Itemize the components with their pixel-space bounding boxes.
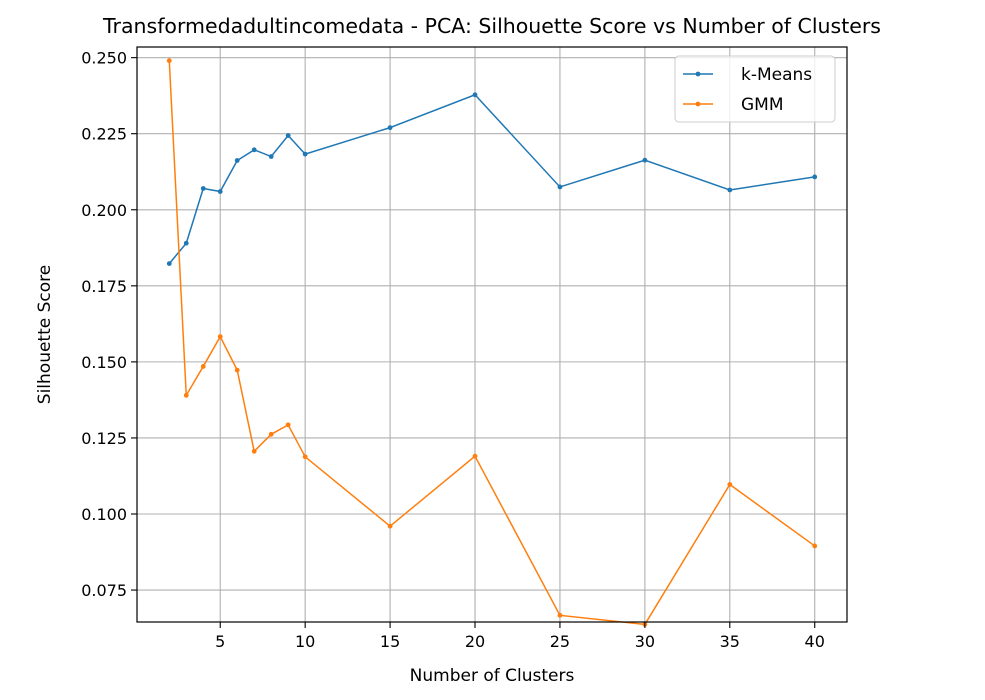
- k-means-data-point: [285, 133, 291, 138]
- gmm-data-point: [727, 482, 733, 487]
- y-tick-label: 0.225: [81, 125, 127, 144]
- k-means-data-point: [166, 261, 172, 267]
- gmm-data-point: [387, 523, 393, 529]
- k-means-data-point: [557, 184, 563, 190]
- x-tick-label: 5: [215, 632, 225, 651]
- k-means-data-point: [183, 240, 189, 246]
- y-tick-label: 0.100: [81, 505, 127, 524]
- x-tick-label: 30: [635, 632, 655, 651]
- x-tick-label: 25: [550, 632, 570, 651]
- k-means-data-point: [251, 147, 257, 153]
- x-tick-label: 20: [465, 632, 485, 651]
- y-tick-label: 0.075: [81, 581, 127, 600]
- series-layer: [166, 58, 818, 627]
- legend: k-Means GMM: [674, 55, 836, 123]
- x-axis-title: Number of Clusters: [410, 666, 575, 686]
- y-tick-label: 0.125: [81, 429, 127, 448]
- legend-marker-gmm: [695, 101, 701, 107]
- gmm-data-point: [268, 431, 274, 437]
- gmm-data-point: [472, 453, 478, 459]
- x-tick-label: 40: [805, 632, 825, 651]
- gmm-data-point: [217, 334, 223, 340]
- gmm-data-point: [200, 364, 206, 369]
- x-tick-label: 15: [380, 632, 400, 651]
- k-means-data-point: [302, 151, 308, 157]
- grid-layer: [137, 47, 847, 622]
- y-tick-label: 0.250: [81, 49, 127, 68]
- gmm-data-point: [234, 367, 240, 373]
- y-tick-label: 0.150: [81, 353, 127, 372]
- gmm-data-point: [183, 392, 189, 398]
- gmm-data-point: [285, 422, 291, 428]
- gmm-data-point: [557, 612, 563, 618]
- x-tick-label: 10: [295, 632, 315, 651]
- legend-label-gmm: GMM: [741, 95, 784, 115]
- plot-area-frame: [136, 46, 848, 623]
- k-means-data-point: [387, 125, 393, 131]
- chart-title: Transformedadultincomedata - PCA: Silhou…: [102, 14, 881, 38]
- legend-label-k-means: k-Means: [741, 65, 812, 85]
- gmm-data-point: [166, 58, 172, 64]
- k-means-data-point: [200, 186, 206, 191]
- k-means-data-point: [812, 174, 818, 180]
- gmm-data-point: [302, 454, 308, 460]
- x-axis: 5 10 15 20 25 30 35 40: [215, 622, 825, 651]
- y-tick-label: 0.200: [81, 201, 127, 220]
- y-tick-label: 0.175: [81, 277, 127, 296]
- k-means-data-point: [268, 154, 274, 159]
- gmm-data-point: [251, 448, 257, 454]
- k-means-data-point: [472, 92, 478, 98]
- legend-box: [674, 55, 836, 123]
- k-means-data-point: [727, 187, 733, 193]
- k-means-data-point: [642, 157, 648, 163]
- gmm-data-point: [812, 543, 818, 549]
- x-tick-label: 35: [720, 632, 740, 651]
- k-means-data-point: [234, 158, 240, 163]
- y-axis: 0.075 0.100 0.125 0.150 0.175 0.200 0.225 0.250: [81, 49, 137, 600]
- y-axis-title: Silhouette Score: [35, 265, 55, 404]
- legend-marker-k-means: [695, 71, 701, 77]
- k-means-data-point: [217, 189, 223, 194]
